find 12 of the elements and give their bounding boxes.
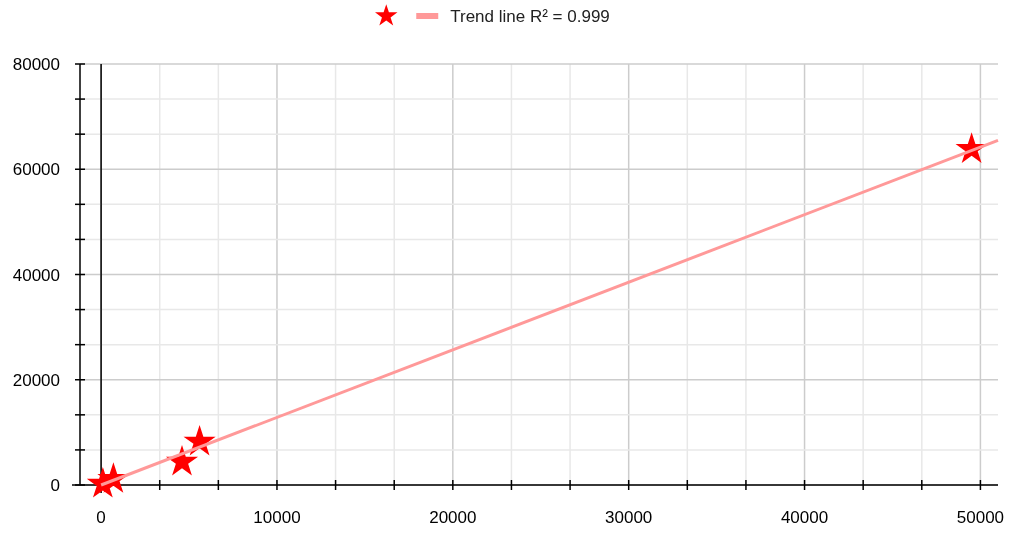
x-tick-label: 0 <box>96 508 106 527</box>
legend-label: Trend line R² = 0.999 <box>450 7 610 26</box>
x-tick-label: 50000 <box>956 508 1005 527</box>
y-tick-label: 20000 <box>12 370 60 390</box>
y-tick-label: 80000 <box>12 55 60 74</box>
y-tick-label: 40000 <box>12 265 60 285</box>
x-tick-label: 30000 <box>605 508 653 527</box>
x-tick-label: 10000 <box>253 508 301 527</box>
x-tick-label: 40000 <box>780 508 829 527</box>
y-tick-label: 0 <box>50 476 60 495</box>
y-tick-label: 60000 <box>12 160 60 180</box>
x-tick-label: 20000 <box>429 508 477 527</box>
